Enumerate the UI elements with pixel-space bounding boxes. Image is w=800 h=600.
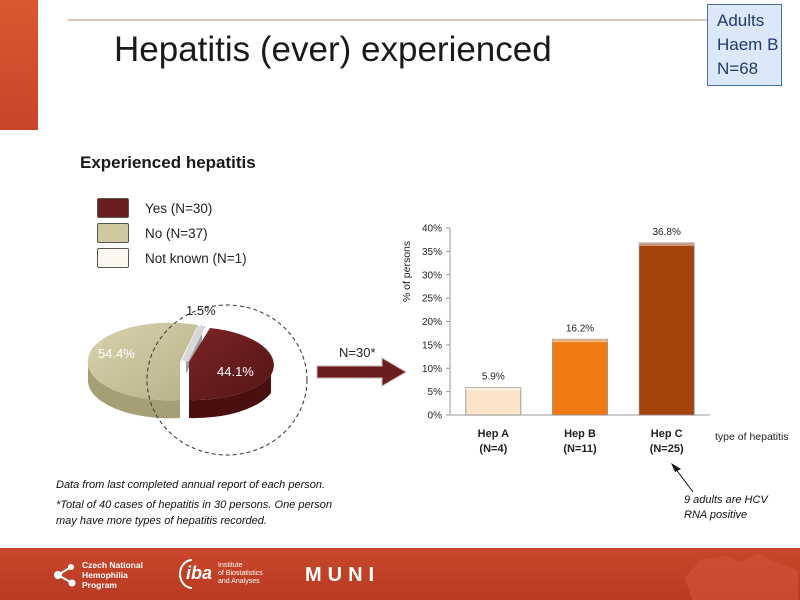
- pie-chart: [87, 304, 308, 456]
- bar: [552, 338, 608, 416]
- footer-logo-muni: MUNI: [305, 564, 381, 586]
- bar-highlight: [465, 387, 521, 391]
- y-tick-label: 20%: [422, 317, 442, 328]
- hcv-callout-arrow: [671, 463, 694, 493]
- top-divider: [68, 19, 768, 21]
- pie-slice-yes: [189, 328, 274, 401]
- y-tick-label: 10%: [422, 364, 442, 375]
- pie-section-title: Experienced hepatitis: [80, 153, 256, 172]
- y-tick-label: 35%: [422, 247, 442, 258]
- pie-slice-no-side-body: [87, 360, 180, 419]
- legend-item-yes: Yes (N=30): [97, 198, 212, 218]
- page-title: Hepatitis (ever) experienced: [114, 30, 552, 69]
- legend-label: Yes (N=30): [145, 200, 213, 216]
- bar-data-label: 36.8%: [652, 227, 680, 238]
- pie-slice-yes-side: [189, 375, 271, 419]
- hcv-note: 9 adults are HCV RNA positive: [684, 494, 768, 521]
- x-tick-label: Hep C: [651, 428, 683, 440]
- bar: [638, 242, 695, 416]
- pie-label-not-known: 1.5%: [186, 303, 216, 318]
- bar-data-label: 5.9%: [482, 371, 505, 382]
- info-line-count: N=68: [717, 59, 759, 78]
- x-tick-sublabel: (N=4): [479, 443, 507, 455]
- info-line-population: Adults: [717, 11, 765, 30]
- footer-logo-line: Hemophilia: [82, 570, 128, 580]
- y-tick-label: 25%: [422, 294, 442, 305]
- footer-logo-iba: iba: [186, 563, 213, 583]
- legend-swatch-yes: [97, 198, 129, 218]
- right-arrow-icon: [316, 357, 407, 387]
- x-tick-sublabel: (N=25): [650, 443, 684, 455]
- footer-logo-iba-sub: Institute of Biostatistics and Analyses: [218, 562, 263, 586]
- legend-swatch-no: [97, 223, 129, 243]
- footer-logo-line: Czech National: [82, 560, 143, 570]
- footer-logo-hemophilia: Czech National Hemophilia Program: [82, 560, 143, 590]
- bar-data-label: 16.2%: [566, 323, 594, 334]
- x-tick-sublabel: (N=11): [563, 443, 597, 455]
- arrow-label: N=30*: [339, 345, 376, 360]
- data-source-note: Data from last completed annual report o…: [56, 479, 326, 491]
- y-tick-label: 30%: [422, 270, 442, 281]
- left-accent-bar: [0, 0, 38, 130]
- footnote-line-2: may have more types of hepatitis recorde…: [56, 515, 267, 527]
- y-tick-label: 5%: [428, 387, 443, 398]
- legend-label: No (N=37): [145, 225, 208, 241]
- x-tick-label: Hep B: [564, 428, 596, 440]
- y-tick-label: 0%: [428, 411, 443, 422]
- bar-highlight: [639, 242, 695, 246]
- y-tick-label: 40%: [422, 224, 442, 235]
- bar-highlight: [552, 339, 608, 343]
- y-tick-label: 15%: [422, 340, 442, 351]
- molecule-icon: [54, 564, 76, 587]
- bar-chart: 0% 5% 10% 15% 20% 25% 30% 35% 40% % of persons 5.9…: [401, 224, 789, 456]
- x-axis-label: type of hepatitis: [715, 431, 789, 443]
- legend-item-no: No (N=37): [97, 223, 208, 243]
- y-axis-label: % of persons: [401, 241, 413, 302]
- footnote-line-1: *Total of 40 cases of hepatitis in 30 pe…: [56, 499, 332, 511]
- pie-slice-not-known: [182, 326, 206, 362]
- info-line-diagnosis: Haem B: [717, 35, 779, 54]
- pie-label-no: 54.4%: [98, 346, 135, 361]
- footer-logo-line: of Biostatistics: [218, 570, 263, 577]
- legend-label: Not known (N=1): [145, 250, 247, 266]
- pie-label-yes: 44.1%: [217, 364, 254, 379]
- yes-highlight-circle: [146, 304, 308, 456]
- bar: [465, 387, 522, 416]
- pie-slice-no: [87, 322, 198, 401]
- czech-map-icon: [685, 554, 798, 600]
- footer-logo-line: Institute: [218, 562, 243, 569]
- footer-bar: Czech National Hemophilia Program iba In…: [0, 548, 800, 600]
- population-info-box: Adults Haem B N=68: [707, 4, 782, 86]
- legend-item-not-known: Not known (N=1): [97, 248, 247, 268]
- iba-arc-icon: [179, 559, 193, 589]
- x-tick-label: Hep A: [478, 428, 509, 440]
- footer-logo-line: and Analyses: [218, 578, 260, 585]
- legend-swatch-not-known: [97, 248, 129, 268]
- footer-logo-line: Program: [82, 580, 117, 590]
